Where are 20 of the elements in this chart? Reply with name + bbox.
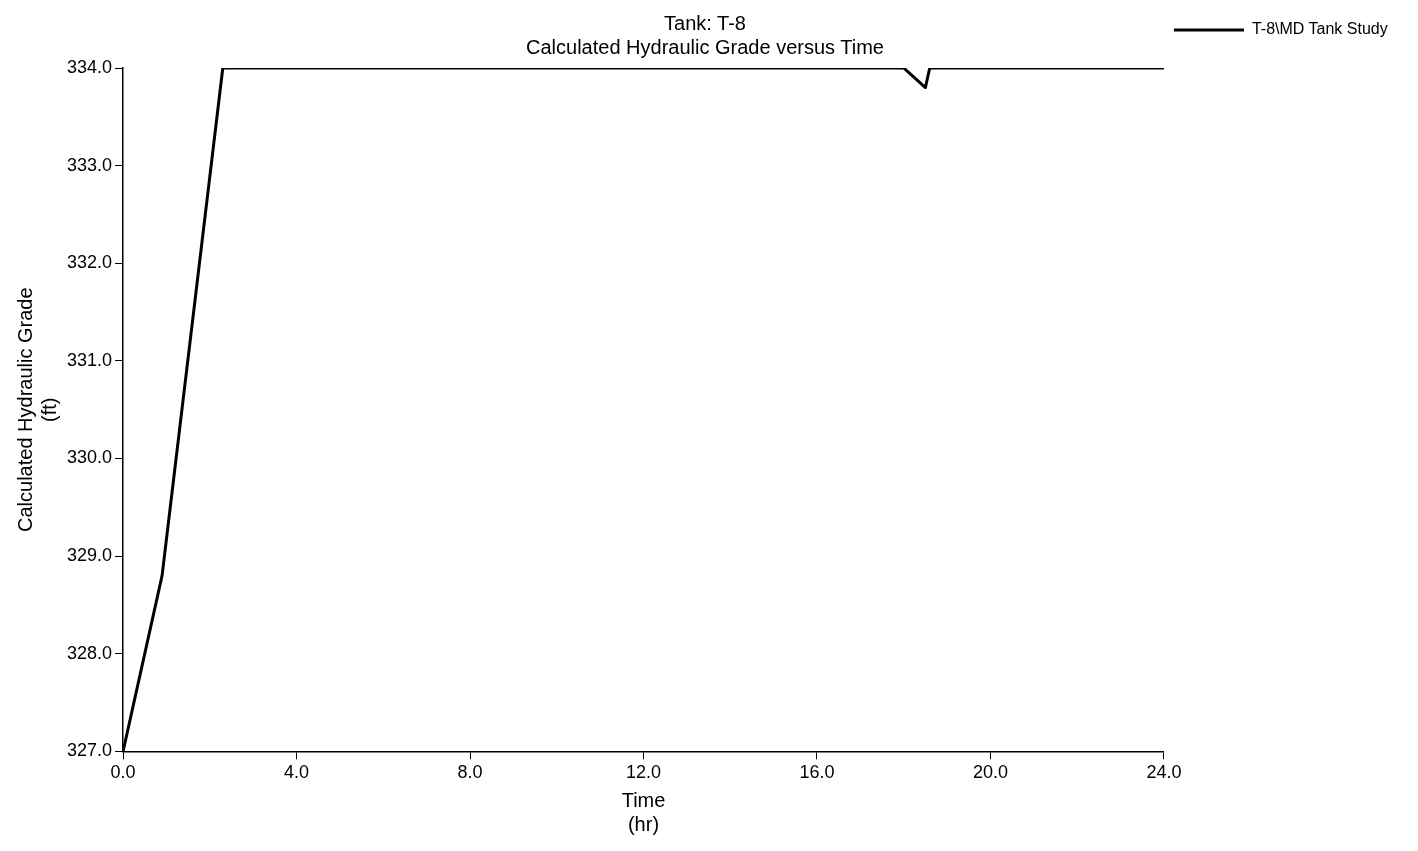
chart-title: Tank: T-8 [664,11,746,34]
y-tick-label: 334.0 [67,56,113,77]
y-tick-label: 331.0 [67,349,113,370]
x-tick-label: 12.0 [625,762,662,783]
x-tick-label: 8.0 [457,762,483,783]
y-tick-label: 333.0 [67,154,113,175]
x-tick-label: 24.0 [1146,762,1182,783]
x-tick-label: 16.0 [799,762,835,783]
x-axis-title: Time (hr) [621,788,666,835]
y-tick-label: 332.0 [67,252,113,273]
y-tick-label: 327.0 [67,740,113,761]
chart-subtitle: Calculated Hydraulic Grade versus Time [526,35,884,58]
legend-label: T-8\MD Tank Study [1251,20,1388,38]
x-tick-label: 0.0 [110,762,136,783]
y-tick-label: 330.0 [67,447,113,468]
x-tick-label: 20.0 [972,762,1008,783]
y-axis-title: Calculated Hydraulic Grade (ft) [13,287,60,532]
y-tick-label: 329.0 [67,545,113,566]
y-tick-label: 328.0 [67,642,113,663]
x-tick-label: 4.0 [284,762,310,783]
